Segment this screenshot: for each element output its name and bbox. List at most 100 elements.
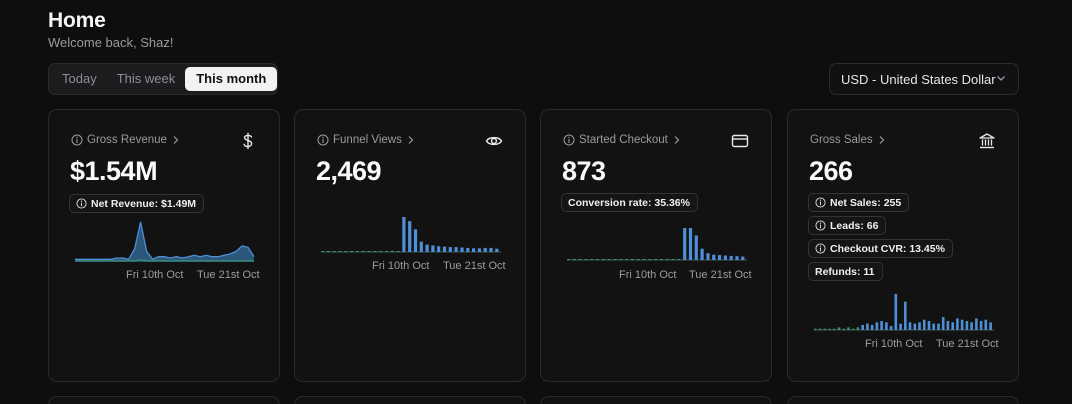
chart-bar (932, 323, 935, 330)
chart-bar (889, 326, 893, 330)
chart-bar (321, 251, 325, 252)
chart-bar (425, 244, 429, 252)
chart-bar (688, 228, 693, 260)
info-icon (71, 134, 83, 146)
card-value: $1.54M (70, 156, 158, 186)
gross-revenue-chart (75, 221, 255, 262)
chevron-down-icon (997, 76, 1005, 81)
currency-select[interactable]: USD - United States Dollar (829, 63, 1019, 95)
chart-bar (741, 256, 745, 260)
card-value: 266 (809, 156, 853, 186)
gross-revenue-card[interactable]: Gross Revenue $1.54M Net Revenue: $1.49M… (48, 109, 280, 382)
chart-bar (700, 248, 704, 260)
chart-bar (937, 323, 940, 330)
chart-bar (913, 323, 917, 330)
tab-this-month[interactable]: This month (185, 67, 278, 91)
tab-today[interactable]: Today (62, 71, 97, 86)
chart-bar (899, 323, 902, 330)
chart-bar (413, 229, 418, 252)
gross-sales-card[interactable]: Gross Sales 266 Net Sales: 255 Leads: 66… (787, 109, 1019, 382)
card-value: 873 (562, 156, 606, 186)
chart-bar (960, 319, 964, 330)
chart-bar (823, 328, 827, 330)
card-value: 2,469 (316, 156, 382, 186)
chart-bar (683, 228, 687, 260)
gross-sales-chart (814, 294, 994, 331)
chart-bar (431, 245, 435, 252)
chart-bar (630, 259, 635, 260)
chart-bar (984, 319, 988, 330)
chart-bar (332, 251, 336, 252)
pill-text: Leads: 66 (830, 219, 879, 232)
funnel-views-card[interactable]: Funnel Views 2,469 Fri 10th Oct Tue 21st… (294, 109, 526, 382)
chart-bar (975, 318, 978, 330)
chart-bar (904, 301, 907, 330)
chart-bar (572, 259, 576, 260)
card-label: Gross Sales (810, 134, 873, 146)
chart-bar (851, 328, 855, 330)
card-label: Started Checkout (579, 134, 668, 146)
chart-bar (350, 251, 354, 252)
chart-bar (361, 251, 365, 252)
tab-this-week[interactable]: This week (116, 71, 176, 86)
card-header[interactable]: Started Checkout (563, 134, 681, 146)
next-row-card (540, 396, 772, 404)
chart-bar (454, 247, 458, 252)
x-tick: Fri 10th Oct (126, 269, 184, 281)
chart-bar (613, 259, 617, 260)
info-icon (815, 243, 826, 254)
chart-bar (607, 259, 611, 260)
chart-bar (326, 251, 330, 252)
chart-bar (875, 322, 879, 330)
refunds-pill: Refunds: 11 (808, 262, 883, 281)
chart-bar (466, 247, 470, 252)
pill-text: Refunds: 11 (815, 265, 875, 278)
chart-bar (677, 259, 681, 260)
chart-bar (642, 259, 646, 260)
chart-bar (706, 253, 710, 260)
card-label: Funnel Views (333, 134, 402, 146)
x-tick: Tue 21st Oct (689, 269, 752, 281)
card-header[interactable]: Funnel Views (317, 134, 415, 146)
chevron-right-icon (674, 136, 680, 144)
chart-bar (448, 247, 452, 252)
pill-text: Net Revenue: $1.49M (91, 197, 197, 210)
chart-bar (828, 328, 831, 330)
chart-bar (870, 324, 874, 330)
chart-bar (402, 217, 406, 252)
chart-bar (832, 328, 836, 330)
card-header[interactable]: Gross Sales (810, 134, 886, 146)
x-tick: Tue 21st Oct (936, 338, 999, 350)
eye-icon (485, 136, 503, 146)
pill-text: Conversion rate: 35.36% (568, 196, 690, 209)
started-checkout-card[interactable]: Started Checkout 873 Conversion rate: 35… (540, 109, 772, 382)
date-range-tabs: Today This week This month (48, 63, 278, 95)
info-icon (563, 134, 575, 146)
chart-bar (729, 255, 733, 260)
chart-bar (442, 246, 447, 252)
chart-bar (718, 255, 722, 260)
funnel-views-chart (321, 217, 501, 253)
x-tick: Fri 10th Oct (619, 269, 677, 281)
chart-bar (989, 322, 992, 330)
chart-bar (665, 259, 669, 260)
chart-bar (659, 259, 664, 260)
x-tick: Tue 21st Oct (197, 269, 260, 281)
chart-bar (390, 250, 394, 252)
chart-bar (578, 259, 582, 260)
chart-bar (419, 241, 423, 252)
card-label: Gross Revenue (87, 134, 167, 146)
chart-bar (460, 247, 464, 252)
card-header[interactable]: Gross Revenue (71, 134, 180, 146)
chart-bar (636, 259, 640, 260)
chart-bar (814, 328, 817, 330)
chart-bar (866, 323, 869, 330)
x-tick: Fri 10th Oct (865, 338, 923, 350)
next-row-card (294, 396, 526, 404)
chart-bar (477, 248, 481, 252)
chart-bar (355, 251, 359, 252)
area-series (75, 222, 254, 262)
chart-bar (344, 251, 348, 252)
chart-bar (489, 247, 493, 252)
chart-bar (861, 324, 864, 330)
